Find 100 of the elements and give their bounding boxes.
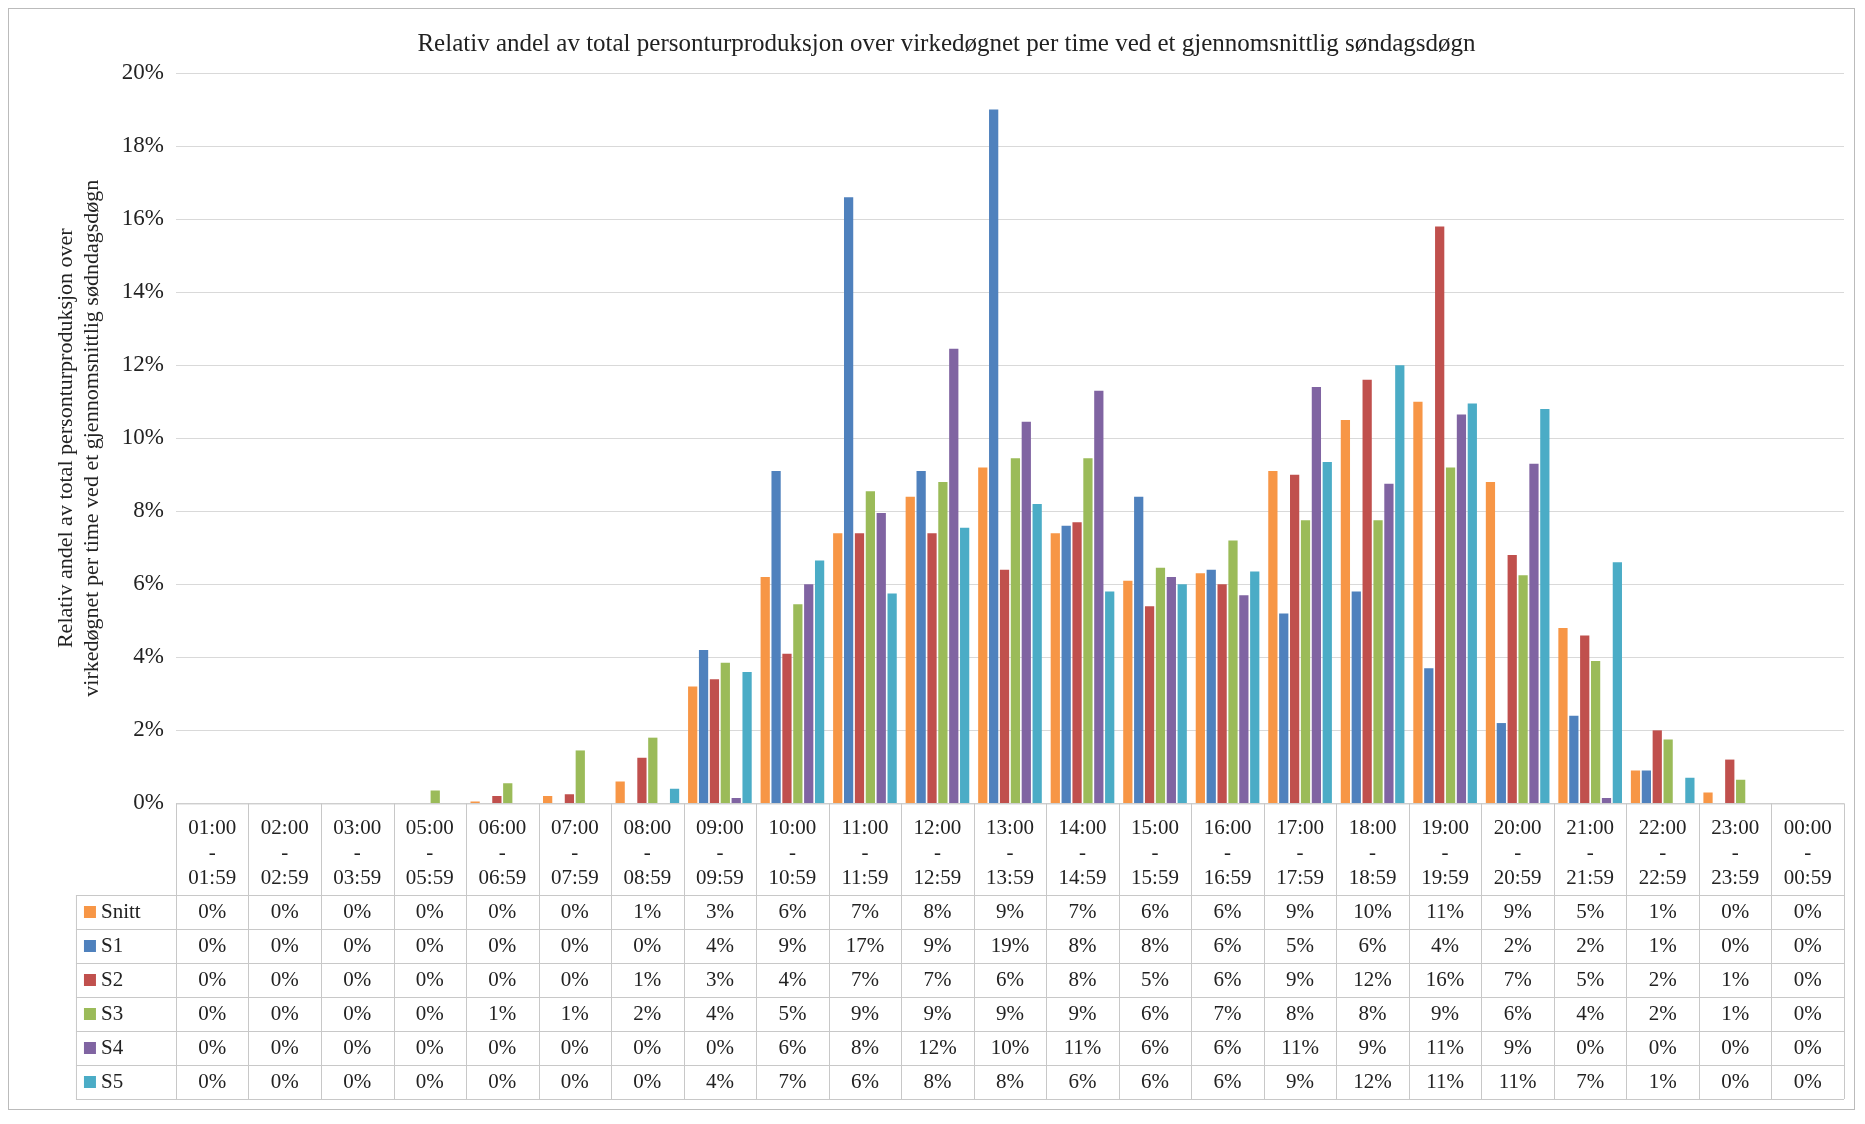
data-label: 5% — [1286, 932, 1315, 957]
x-tick-label: 20:00 - 20:59 — [1493, 814, 1542, 889]
x-tick-label: 17:00 - 17:59 — [1276, 814, 1324, 889]
data-label: 0% — [270, 932, 299, 957]
data-label: 9% — [995, 898, 1024, 923]
data-label: 0% — [488, 932, 517, 957]
x-tick-label: 08:00 - 08:59 — [623, 814, 672, 889]
data-label: 6% — [1141, 898, 1170, 923]
x-tick-label: 18:00 - 18:59 — [1348, 814, 1397, 889]
data-label: 0% — [415, 1034, 444, 1059]
y-tick-label: 2% — [133, 716, 164, 742]
bar — [1384, 483, 1394, 803]
data-label: 16% — [1425, 966, 1465, 991]
data-label: 9% — [1503, 898, 1532, 923]
data-label: 0% — [1721, 1068, 1750, 1093]
data-label: 1% — [1721, 966, 1750, 991]
x-tick-label: 19:00 - 19:59 — [1421, 814, 1470, 889]
x-tick-label: 11:00 - 11:59 — [841, 814, 889, 889]
y-tick-label: 12% — [121, 351, 164, 377]
data-label: 8% — [850, 1034, 879, 1059]
x-tick-label: 14:00 - 14:59 — [1058, 814, 1107, 889]
data-label: 6% — [1358, 932, 1387, 957]
bar — [543, 796, 553, 803]
data-label: 6% — [778, 1034, 807, 1059]
x-tick-label: 06:00 - 06:59 — [478, 814, 527, 889]
data-label: 4% — [1431, 932, 1460, 957]
data-label: 0% — [1721, 1034, 1750, 1059]
bar — [1290, 474, 1300, 803]
data-label: 6% — [1213, 932, 1242, 957]
x-tick-label: 16:00 - 16:59 — [1203, 814, 1252, 889]
bar — [1496, 723, 1506, 803]
data-label: 0% — [488, 1068, 517, 1093]
bar — [1351, 591, 1361, 803]
bar — [637, 757, 647, 803]
data-label: 9% — [923, 1000, 952, 1025]
bar — [1652, 730, 1662, 803]
data-label: 0% — [270, 898, 299, 923]
bar — [1725, 759, 1735, 803]
data-label: 5% — [1576, 898, 1605, 923]
bar — [782, 653, 792, 803]
data-label: 6% — [1068, 1068, 1097, 1093]
bar — [1144, 606, 1155, 803]
bar — [771, 471, 781, 803]
bar — [960, 527, 970, 803]
y-tick-label: 14% — [121, 278, 164, 304]
data-label: 1% — [1721, 1000, 1750, 1025]
data-label: 6% — [1503, 1000, 1532, 1025]
data-label: 7% — [1576, 1068, 1605, 1093]
data-label: 5% — [1576, 966, 1605, 991]
bar — [1507, 555, 1517, 803]
data-label: 17% — [845, 932, 885, 957]
data-label: 9% — [1286, 898, 1315, 923]
x-tick-label: 21:00 - 21:59 — [1566, 814, 1615, 889]
bar — [1217, 584, 1227, 803]
data-label: 7% — [1213, 1000, 1242, 1025]
data-label: 2% — [1576, 932, 1605, 957]
data-label: 0% — [270, 1000, 299, 1025]
bar — [698, 650, 709, 803]
chart-title: Relativ andel av total personturproduksjon over virkedøgnet per time ved et gjennomsnittlig søndagsdøgn — [417, 28, 1477, 56]
bar — [1362, 379, 1372, 803]
x-tick-label: 22:00 - 22:59 — [1638, 814, 1687, 889]
data-label: 0% — [1793, 966, 1822, 991]
data-label: 5% — [778, 1000, 807, 1025]
y-tick-label: 16% — [121, 205, 164, 231]
data-label: 0% — [560, 932, 589, 957]
bar — [1311, 387, 1322, 803]
bar — [1663, 739, 1673, 803]
data-label: 0% — [633, 932, 662, 957]
legend-label: S5 — [100, 1068, 124, 1093]
data-label: 0% — [415, 898, 444, 923]
x-tick-label: 09:00 - 09:59 — [695, 814, 744, 889]
data-label: 4% — [1576, 1000, 1605, 1025]
bar — [1373, 520, 1383, 803]
data-label: 0% — [415, 932, 444, 957]
data-label: 2% — [633, 1000, 662, 1025]
data-label: 0% — [198, 932, 227, 957]
data-label: 0% — [198, 1000, 227, 1025]
data-label: 1% — [1648, 898, 1677, 923]
data-label: 6% — [1213, 966, 1242, 991]
data-label: 8% — [1141, 932, 1170, 957]
data-label: 8% — [1068, 966, 1097, 991]
data-label: 6% — [850, 1068, 879, 1093]
data-label: 0% — [270, 1034, 299, 1059]
x-tick-label: 03:00 - 03:59 — [333, 814, 382, 889]
x-tick-label: 02:00 - 02:59 — [260, 814, 309, 889]
bar — [793, 604, 803, 803]
data-label: 0% — [633, 1034, 662, 1059]
data-label: 9% — [1503, 1034, 1532, 1059]
bar — [1083, 458, 1093, 803]
bar — [843, 197, 854, 803]
bar — [1010, 458, 1021, 803]
bar — [1250, 571, 1260, 803]
data-label: 0% — [270, 966, 299, 991]
bar — [720, 662, 730, 803]
data-label: 7% — [923, 966, 952, 991]
data-label: 0% — [560, 898, 589, 923]
bar — [1612, 562, 1622, 803]
bar — [1529, 463, 1539, 803]
data-label: 0% — [1721, 932, 1750, 957]
data-label: 0% — [488, 898, 517, 923]
